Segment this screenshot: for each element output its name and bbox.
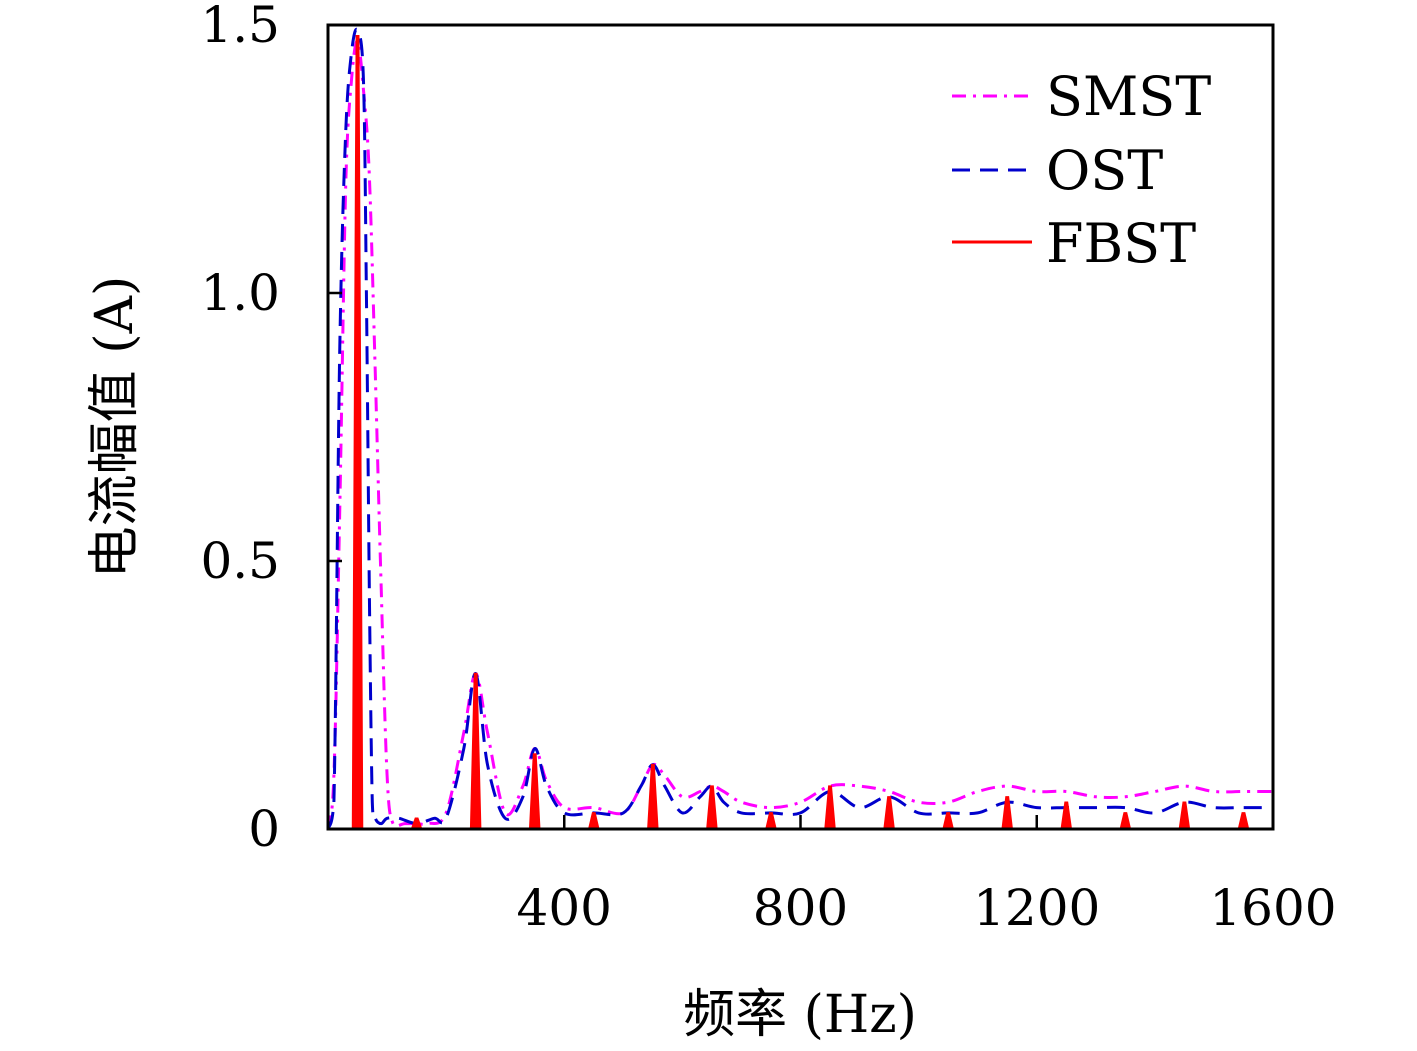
legend: SMST OST FBST (952, 65, 1211, 275)
y-axis-label: 电流幅值 (A) (85, 276, 145, 579)
x-tick-label-1600: 1600 (1209, 879, 1336, 937)
y-tick-label-0-5: 0.5 (200, 532, 280, 590)
y-tick-label-1-5: 1.5 (200, 0, 280, 54)
y-tick-label-1: 1.0 (200, 264, 280, 322)
x-tick-label-800: 800 (753, 879, 848, 937)
x-tick-label-400: 400 (517, 879, 612, 937)
x-tick-label-1200: 1200 (973, 879, 1100, 937)
ticks-layer: 400 800 1200 1600 0 0.5 1.0 1.5 (200, 0, 1336, 937)
legend-label-smst: SMST (1046, 65, 1211, 128)
y-tick-label-0: 0 (248, 800, 280, 858)
legend-label-ost: OST (1046, 139, 1163, 202)
series-line-ost (326, 27, 1273, 830)
fbst-spike-350 (528, 753, 541, 830)
fbst-spike-150 (410, 817, 423, 830)
fbst-spike-550 (647, 763, 659, 830)
legend-label-fbst: FBST (1046, 212, 1196, 275)
x-axis-label: 频率 (Hz) (683, 985, 917, 1045)
fbst-spike-1350 (1119, 812, 1132, 830)
fbst-spike-1050 (942, 812, 955, 830)
fbst-spike-450 (587, 812, 600, 830)
fbst-spike-50 (351, 34, 364, 830)
fbst-spike-750 (765, 812, 777, 830)
fbst-spike-950 (883, 796, 895, 830)
fbst-spike-1550 (1237, 812, 1250, 830)
fbst-spike-650 (706, 785, 718, 830)
fbst-spike-1450 (1178, 801, 1191, 830)
